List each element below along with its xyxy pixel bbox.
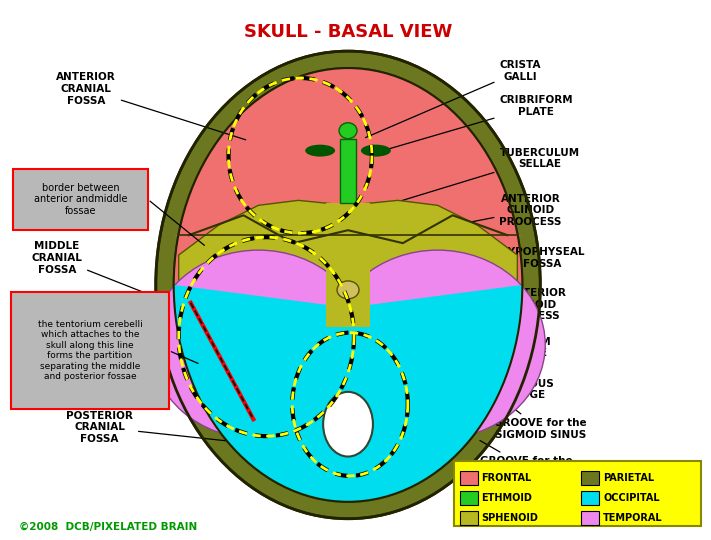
Ellipse shape (361, 145, 391, 157)
Text: CRIBRIFORM
PLATE: CRIBRIFORM PLATE (385, 95, 573, 150)
Text: OCCIPITAL: OCCIPITAL (603, 493, 660, 503)
Bar (581, 471, 599, 485)
Text: SPHENOID: SPHENOID (481, 512, 538, 523)
Polygon shape (173, 285, 523, 502)
Bar (459, 491, 478, 505)
Text: PETROUS
RIDGE: PETROUS RIDGE (465, 351, 554, 400)
Polygon shape (173, 68, 523, 285)
Text: ETHMOID: ETHMOID (481, 493, 533, 503)
Text: GROOVE for the
SIGMOID SINUS: GROOVE for the SIGMOID SINUS (494, 396, 587, 440)
Ellipse shape (323, 392, 373, 456)
Polygon shape (326, 204, 370, 327)
Text: CRISTA
GALLI: CRISTA GALLI (365, 60, 541, 138)
Bar (454, 461, 700, 525)
Bar (340, 139, 356, 204)
Polygon shape (178, 200, 518, 340)
Text: POSTERIOR
CRANIAL
FOSSA: POSTERIOR CRANIAL FOSSA (66, 410, 236, 444)
Text: TUBERCULUM
SELLAE: TUBERCULUM SELLAE (373, 148, 579, 210)
Text: POSTERIOR
CLINOID
PROCESS: POSTERIOR CLINOID PROCESS (373, 288, 566, 321)
Text: ©2008  DCB/PIXELATED BRAIN: ©2008 DCB/PIXELATED BRAIN (19, 522, 198, 532)
Ellipse shape (330, 250, 545, 439)
Text: SKULL - BASAL VIEW: SKULL - BASAL VIEW (244, 23, 452, 41)
Text: TEMPORAL: TEMPORAL (603, 512, 663, 523)
Text: border between
anterior andmiddle
fossae: border between anterior andmiddle fossae (34, 183, 127, 216)
Text: MIDDLE
CRANIAL
FOSSA: MIDDLE CRANIAL FOSSA (31, 241, 198, 314)
Bar (581, 491, 599, 505)
Ellipse shape (337, 281, 359, 299)
Text: ANTERIOR
CRANIAL
FOSSA: ANTERIOR CRANIAL FOSSA (56, 72, 246, 140)
Ellipse shape (305, 145, 335, 157)
Text: DORSUM
SELLAE: DORSUM SELLAE (373, 333, 551, 359)
Bar (459, 511, 478, 525)
Bar (14, 168, 148, 230)
Ellipse shape (151, 250, 366, 439)
Ellipse shape (173, 68, 523, 502)
Ellipse shape (156, 51, 540, 519)
Text: PARIETAL: PARIETAL (603, 473, 654, 483)
Text: GROOVE for the
TRANSVERSE SINUS: GROOVE for the TRANSVERSE SINUS (468, 441, 584, 478)
Text: HYPOPHYSEAL
FOSSA: HYPOPHYSEAL FOSSA (373, 247, 585, 292)
Text: ANTERIOR
CLINOID
PROOCESS: ANTERIOR CLINOID PROOCESS (380, 194, 562, 240)
Text: the tentorium cerebelli
which attaches to the
skull along this line
forms the pa: the tentorium cerebelli which attaches t… (38, 320, 142, 381)
Bar (459, 471, 478, 485)
Text: FRONTAL: FRONTAL (481, 473, 532, 483)
Bar (581, 511, 599, 525)
Bar (11, 292, 169, 409)
Ellipse shape (339, 123, 357, 139)
